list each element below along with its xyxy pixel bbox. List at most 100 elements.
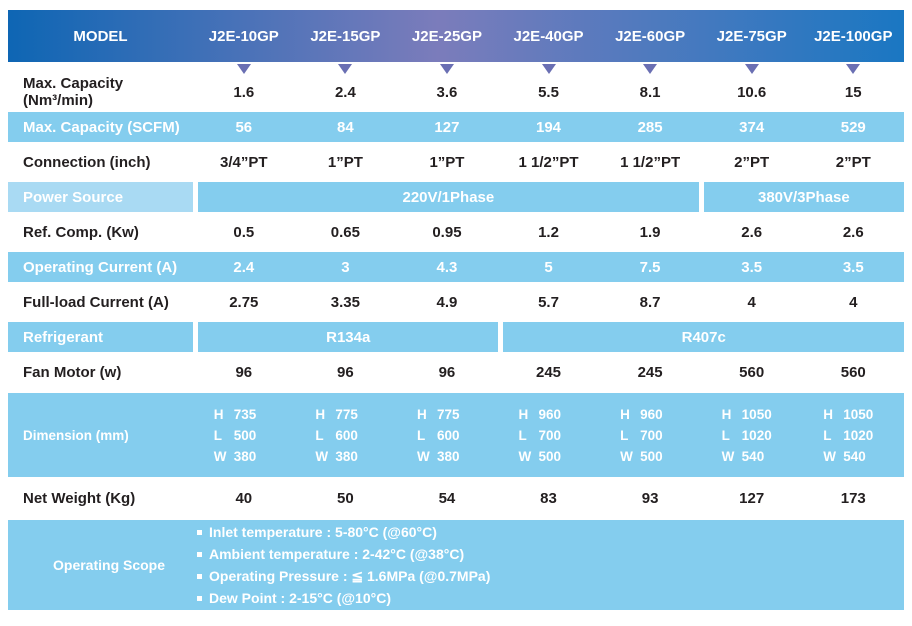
value-cell: 1.9: [639, 223, 661, 241]
value-cell: 374: [739, 118, 765, 136]
row-label: Max. Capacity (SCFM): [23, 118, 180, 136]
row-label: Fan Motor (w): [23, 363, 122, 381]
dimension-value: 380: [335, 448, 358, 464]
dimension-value: 380: [436, 448, 460, 464]
value-cell: 15: [844, 83, 862, 101]
value-cell: 127: [434, 118, 460, 136]
dimension-line: W 540: [722, 446, 782, 467]
note-text: Dew Point : 2-15°C (@10°C): [209, 590, 391, 606]
dimension-letter: W: [518, 448, 532, 464]
table-body: Max. Capacity (Nm³/min) 1.6 2.4 3.6 5.5 8.1 10…: [8, 75, 904, 610]
value-cell: 4.3: [436, 258, 458, 276]
model-header-cell: J2E-75GP: [716, 27, 787, 45]
value-cell: 1 1/2”PT: [518, 153, 579, 171]
dimension-letter: W: [620, 448, 633, 464]
triangle-cell: [498, 63, 600, 74]
dimension-line: L 600: [315, 425, 375, 446]
down-triangle-icon: [439, 64, 454, 74]
dimension-cell: H 1050 L 1020 W 540: [802, 404, 904, 467]
dimension-line: L 600: [417, 425, 477, 446]
span-segment: R407c: [503, 322, 904, 352]
triangle-cell: [701, 63, 803, 74]
triangle-cell: [396, 63, 498, 74]
value-cell: 285: [637, 118, 663, 136]
triangle-cells: [193, 62, 904, 75]
dimension-line: L 700: [620, 425, 680, 446]
table-row: Power Source 220V/1Phase 380V/3Phase: [8, 182, 904, 212]
row-label: Dimension (mm): [23, 427, 129, 443]
table-row: Refrigerant R134a R407c: [8, 322, 904, 352]
value-cell: 5.7: [538, 293, 559, 311]
row-label: Connection (inch): [23, 153, 151, 171]
value-cell: 1 1/2”PT: [620, 153, 681, 171]
dimension-letter: L: [518, 427, 527, 443]
value-cell: 96: [337, 363, 354, 381]
dimension-letter: L: [416, 427, 426, 443]
value-cell: 8.7: [639, 293, 661, 311]
table-row: Operating Scope Inlet temperature : 5-80°…: [8, 520, 904, 610]
dimension-value: 500: [538, 448, 562, 464]
dimension-letter: H: [213, 406, 224, 422]
value-cell: 173: [840, 489, 866, 507]
span-segment: R134a: [198, 322, 499, 352]
value-cell: 4: [849, 293, 858, 311]
value-cell: 10.6: [737, 83, 767, 101]
value-cell: 96: [438, 363, 456, 381]
value-cell: 5.5: [538, 83, 559, 101]
triangle-cell: [295, 63, 397, 74]
notes-list: Inlet temperature : 5-80°C (@60°C) Ambien…: [193, 522, 904, 608]
bullet-square-icon: [197, 551, 202, 557]
value-cell: 2.6: [842, 223, 864, 241]
dimension-line: L 700: [519, 425, 579, 446]
table-row: Max. Capacity (Nm³/min) 1.6 2.4 3.6 5.5 8.1 10…: [8, 75, 904, 109]
value-cell: 50: [337, 489, 354, 507]
table-header: MODEL J2E-10GP J2E-15GP J2E-25GP J2E-40GP J2…: [8, 10, 904, 62]
value-cell: 40: [235, 489, 253, 507]
dimension-cell: H 735 L 500 W 380: [193, 404, 295, 467]
row-segments: 220V/1Phase 380V/3Phase: [198, 182, 904, 212]
triangle-cell: [802, 63, 904, 74]
dimension-line: W 380: [315, 446, 375, 467]
table-row: Ref. Comp. (Kw) 0.5 0.65 0.95 1.2 1.9 2.6 2.6: [8, 215, 904, 249]
value-cell: 3.35: [330, 293, 360, 311]
table-row: Fan Motor (w) 96 96 96 245 245 560 560: [8, 355, 904, 389]
row-values: H 735 L 500 W 380 H 775 L 600 W 380 H 775 L 600 W 380 H 960…: [193, 393, 904, 477]
table-row: Operating Current (A) 2.4 3 4.3 5 7.5 3.5 3.5: [8, 252, 904, 282]
dimension-cell: H 775 L 600 W 380: [295, 404, 397, 467]
dimension-letter: L: [213, 427, 223, 443]
dimension-letter: W: [315, 448, 329, 464]
value-cell: 0.5: [233, 223, 255, 241]
row-values: 3/4”PT 1”PT 1”PT 1 1/2”PT 1 1/2”PT 2”PT 2”PT: [193, 145, 904, 179]
value-cell: 7.5: [639, 258, 661, 276]
dimension-value: 960: [538, 406, 562, 422]
dimension-line: H 1050: [823, 404, 883, 425]
triangle-cell: [599, 63, 701, 74]
dimension-letter: H: [416, 406, 427, 422]
dimension-line: H 960: [620, 404, 680, 425]
dimension-line: H 735: [214, 404, 274, 425]
value-cell: 56: [235, 118, 253, 136]
value-cell: 3/4”PT: [220, 153, 268, 171]
value-cell: 2”PT: [835, 153, 871, 171]
dimension-value: 775: [436, 406, 460, 422]
down-triangle-icon: [541, 64, 556, 74]
table-row: Max. Capacity (SCFM) 56 84 127 194 285 374 529: [8, 112, 904, 142]
dimension-letter: L: [823, 427, 832, 443]
value-cell: 1.6: [233, 83, 255, 101]
value-cell: 2.6: [741, 223, 763, 241]
note-line: Dew Point : 2-15°C (@10°C): [197, 588, 904, 608]
row-values: 0.5 0.65 0.95 1.2 1.9 2.6 2.6: [193, 215, 904, 249]
value-cell: 3.6: [436, 83, 458, 101]
note-text: Ambient temperature : 2-42°C (@38°C): [209, 546, 465, 562]
value-cell: 560: [840, 363, 866, 381]
model-header-cell: J2E-60GP: [615, 27, 686, 45]
down-triangle-icon: [338, 64, 353, 74]
value-cell: 1”PT: [429, 153, 465, 171]
spec-table: MODEL J2E-10GP J2E-15GP J2E-25GP J2E-40GP J2…: [8, 10, 904, 610]
value-cell: 560: [739, 363, 765, 381]
row-values: 2.4 3 4.3 5 7.5 3.5 3.5: [193, 252, 904, 282]
value-cell: 127: [739, 489, 765, 507]
row-label: Operating Scope: [53, 557, 166, 573]
row-values: 40 50 54 83 93 127 173: [193, 481, 904, 515]
bullet-square-icon: [197, 529, 202, 535]
